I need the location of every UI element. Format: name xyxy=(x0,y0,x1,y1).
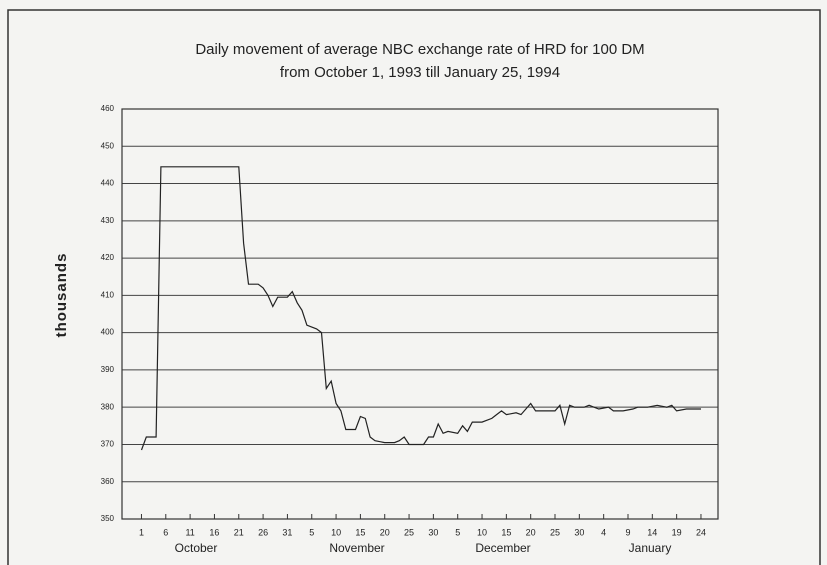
y-tick-label: 350 xyxy=(101,514,115,523)
y-tick-label: 370 xyxy=(101,440,115,449)
x-tick-label: 21 xyxy=(234,527,244,537)
x-tick-label: 5 xyxy=(455,527,460,537)
x-tick-label: 26 xyxy=(258,527,268,537)
x-tick-label: 25 xyxy=(404,527,414,537)
x-group-label: December xyxy=(475,541,530,555)
x-tick-label: 31 xyxy=(282,527,292,537)
x-group-label: October xyxy=(175,541,218,555)
y-tick-label: 440 xyxy=(101,179,115,188)
frame xyxy=(7,9,821,565)
x-tick-label: 10 xyxy=(477,527,487,537)
x-tick-label: 30 xyxy=(428,527,438,537)
y-tick-label: 400 xyxy=(101,328,115,337)
y-axis-label: thousands xyxy=(53,253,70,338)
x-group-label: November xyxy=(329,541,384,555)
x-tick-label: 16 xyxy=(209,527,219,537)
y-tick-label: 380 xyxy=(101,402,115,411)
y-tick-label: 430 xyxy=(101,216,115,225)
y-tick-label: 410 xyxy=(101,290,115,299)
chart-title: Daily movement of average NBC exchange r… xyxy=(195,41,644,58)
x-group-label: January xyxy=(629,541,672,555)
x-tick-label: 20 xyxy=(380,527,390,537)
x-tick-label: 30 xyxy=(574,527,584,537)
x-tick-label: 4 xyxy=(601,527,606,537)
chart-subtitle: from October 1, 1993 till January 25, 19… xyxy=(280,64,560,81)
x-tick-label: 9 xyxy=(625,527,630,537)
x-tick-label: 1 xyxy=(139,527,144,537)
y-tick-label: 420 xyxy=(101,253,115,262)
y-tick-label: 460 xyxy=(101,104,115,113)
x-tick-label: 15 xyxy=(501,527,511,537)
x-tick-label: 6 xyxy=(163,527,168,537)
x-tick-label: 11 xyxy=(185,527,194,537)
x-tick-label: 20 xyxy=(526,527,536,537)
x-tick-label: 15 xyxy=(355,527,365,537)
x-tick-label: 14 xyxy=(647,527,657,537)
y-tick-label: 360 xyxy=(101,477,115,486)
y-tick-label: 390 xyxy=(101,365,115,374)
x-tick-label: 25 xyxy=(550,527,560,537)
x-tick-label: 10 xyxy=(331,527,341,537)
plot-border xyxy=(121,108,719,520)
y-tick-label: 450 xyxy=(101,141,115,150)
data-line xyxy=(140,166,701,451)
x-tick-label: 19 xyxy=(672,527,682,537)
x-tick-label: 24 xyxy=(696,527,706,537)
x-tick-label: 5 xyxy=(309,527,314,537)
